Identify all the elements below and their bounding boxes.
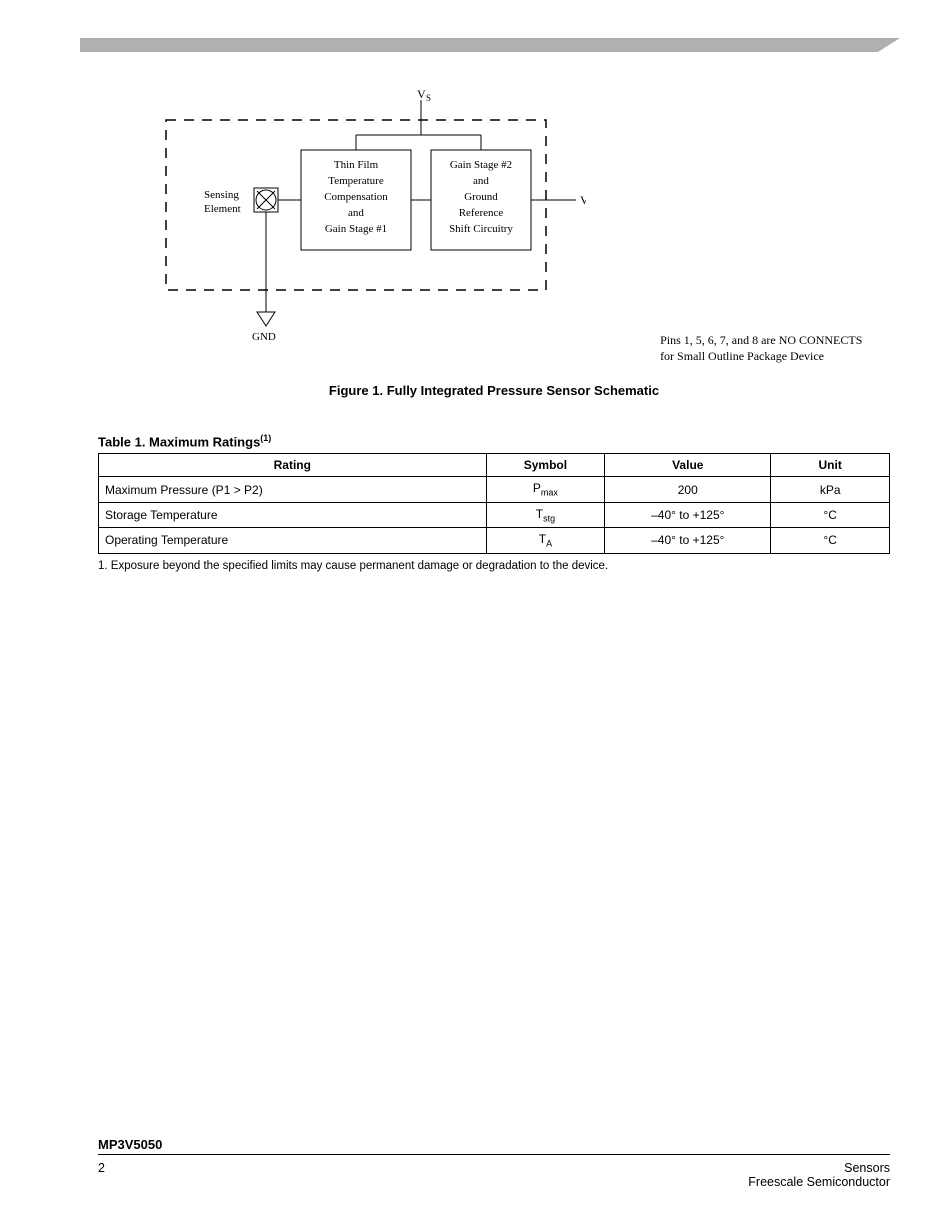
unit-cell: kPa xyxy=(771,477,890,502)
table-row: Storage TemperatureTstg–40° to +125°°C xyxy=(99,502,890,527)
svg-text:V: V xyxy=(417,90,426,101)
table-row: Operating TemperatureTA–40° to +125°°C xyxy=(99,528,890,553)
unit-cell: °C xyxy=(771,502,890,527)
footer-right-l1: Sensors xyxy=(844,1161,890,1175)
header-bar-svg xyxy=(80,38,900,58)
table-title: Table 1. Maximum Ratings(1) xyxy=(98,433,890,449)
figure-caption: Figure 1. Fully Integrated Pressure Sens… xyxy=(98,383,890,398)
value-cell: –40° to +125° xyxy=(605,502,771,527)
svg-text:V: V xyxy=(580,193,586,207)
unit-cell: °C xyxy=(771,528,890,553)
page-content: VSVoutGNDSensingElementThin FilmTemperat… xyxy=(98,60,890,572)
svg-text:Compensation: Compensation xyxy=(324,191,388,203)
symbol-cell: Tstg xyxy=(486,502,605,527)
footer-row: 2 Sensors Freescale Semiconductor xyxy=(98,1161,890,1189)
table-row: Maximum Pressure (P1 > P2)Pmax200kPa xyxy=(99,477,890,502)
svg-text:Thin Film: Thin Film xyxy=(333,159,378,171)
svg-text:Element: Element xyxy=(204,203,241,215)
svg-text:Gain Stage #2: Gain Stage #2 xyxy=(449,159,511,171)
rating-cell: Storage Temperature xyxy=(99,502,487,527)
pin-note-line2: for Small Outline Package Device xyxy=(660,349,824,363)
svg-text:S: S xyxy=(426,93,431,103)
svg-text:Shift Circuitry: Shift Circuitry xyxy=(449,223,513,235)
table-header-cell: Unit xyxy=(771,454,890,477)
symbol-cell: TA xyxy=(486,528,605,553)
schematic-svg: VSVoutGNDSensingElementThin FilmTemperat… xyxy=(126,90,586,360)
table-title-sup: (1) xyxy=(260,433,271,443)
footer-part-number: MP3V5050 xyxy=(98,1137,890,1155)
svg-text:Ground: Ground xyxy=(464,191,498,203)
figure-1: VSVoutGNDSensingElementThin FilmTemperat… xyxy=(98,90,890,398)
table-header-cell: Symbol xyxy=(486,454,605,477)
table-title-text: Table 1. Maximum Ratings xyxy=(98,434,260,449)
pin-note: Pins 1, 5, 6, 7, and 8 are NO CONNECTS f… xyxy=(660,333,862,364)
footer-right-l2: Freescale Semiconductor xyxy=(748,1175,890,1189)
rating-cell: Operating Temperature xyxy=(99,528,487,553)
svg-text:and: and xyxy=(473,175,489,187)
rating-cell: Maximum Pressure (P1 > P2) xyxy=(99,477,487,502)
page-footer: MP3V5050 2 Sensors Freescale Semiconduct… xyxy=(98,1137,890,1189)
value-cell: 200 xyxy=(605,477,771,502)
svg-text:Sensing: Sensing xyxy=(204,189,239,201)
svg-text:GND: GND xyxy=(252,331,276,343)
table-header-row: RatingSymbolValueUnit xyxy=(99,454,890,477)
pin-note-line1: Pins 1, 5, 6, 7, and 8 are NO CONNECTS xyxy=(660,333,862,347)
table-header-cell: Rating xyxy=(99,454,487,477)
table-header-cell: Value xyxy=(605,454,771,477)
table-footnote: 1. Exposure beyond the specified limits … xyxy=(98,560,890,572)
svg-text:and: and xyxy=(348,207,364,219)
footer-right: Sensors Freescale Semiconductor xyxy=(748,1161,890,1189)
symbol-cell: Pmax xyxy=(486,477,605,502)
footer-page-number: 2 xyxy=(98,1161,105,1189)
svg-text:Gain Stage #1: Gain Stage #1 xyxy=(324,223,386,235)
svg-text:Reference: Reference xyxy=(458,207,503,219)
value-cell: –40° to +125° xyxy=(605,528,771,553)
svg-text:Temperature: Temperature xyxy=(328,175,384,187)
ratings-table: RatingSymbolValueUnit Maximum Pressure (… xyxy=(98,453,890,553)
